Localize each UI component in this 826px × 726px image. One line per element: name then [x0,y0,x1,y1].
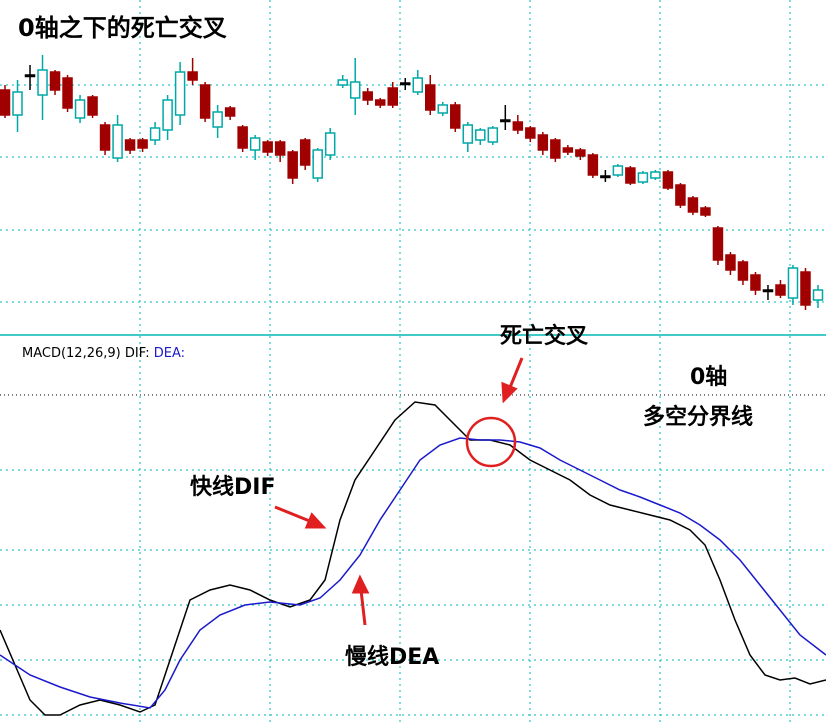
candle-body [687,197,699,213]
candle-body [187,71,198,81]
candle-body [725,254,736,271]
chart-title: 0轴之下的死亡交叉 [18,14,228,42]
candle-body [212,111,223,128]
candle-body [487,127,499,143]
candle-body [62,77,73,109]
candle-body [99,124,111,151]
candle-body [274,141,286,156]
candle-body [12,91,23,116]
annotation: 慢线DEA [345,644,439,670]
legend-entry: DEA: [154,346,185,361]
candle-body [224,107,236,117]
annotation: 0轴 [690,364,727,390]
candle-body [662,171,674,189]
candle-body [312,149,323,179]
candle-body [512,121,524,131]
candle-body [787,267,799,299]
annotation: 多空分界线 [643,404,753,430]
candle-body [362,91,373,101]
macd-line [0,437,826,709]
annotation: 死亡交叉 [500,323,588,349]
candle-body [425,84,436,111]
candle-body [712,227,724,261]
candle-body [37,69,48,96]
candle-body [249,137,261,151]
candle-body [750,274,761,291]
candle-body [324,132,336,156]
highlight-circle [465,416,517,468]
candle-body [575,149,586,157]
candle-body [462,124,474,144]
candle-body [237,126,248,149]
candle-body [775,284,786,296]
candle-body [262,141,273,153]
candle-body [162,99,173,131]
candle-body [124,139,136,151]
candle-body [762,289,774,293]
candle-body [562,147,574,153]
candle-body [149,127,161,141]
candles [0,55,824,310]
macd-line [0,401,826,716]
candle-body [199,84,211,119]
candle-body [700,207,711,216]
macd-label: MACD(12,26,9) DIF: DEA: [22,346,185,361]
candle-body [475,129,486,141]
candle-body [299,139,311,166]
candle-body [174,71,186,116]
macd-lines [0,394,826,716]
candle-body [637,172,649,183]
candle-body [74,99,86,119]
candle-body [412,77,424,93]
candle-body [600,175,611,179]
candle-body [550,139,561,159]
candle-body [450,104,461,129]
candle-body [387,87,398,106]
candle-body [374,99,386,106]
candle-body [87,96,98,116]
candle-body [537,134,549,151]
candle-body [800,271,811,306]
indicator-name: MACD(12,26,9) [22,346,121,361]
candle-body [437,104,449,114]
candle-body [24,74,36,78]
candle-body [112,124,123,159]
candle-body [587,154,599,176]
arrows [274,357,524,626]
annotation: 快线DIF [190,474,275,500]
candle-body [137,139,148,149]
candle-body [500,119,511,123]
candle-body [0,89,11,116]
candle-body [737,261,749,281]
candle-body [525,127,536,139]
candle-body [49,71,61,91]
candle-body [287,151,298,179]
candle-body [625,167,636,184]
candle-body [399,82,411,86]
candle-body [612,165,624,176]
candle-body [650,171,661,179]
candle-body [812,289,824,301]
legend-entry: DIF: [125,346,150,361]
candle-body [349,81,361,99]
candle-body [675,184,686,206]
candle-body [337,79,348,86]
